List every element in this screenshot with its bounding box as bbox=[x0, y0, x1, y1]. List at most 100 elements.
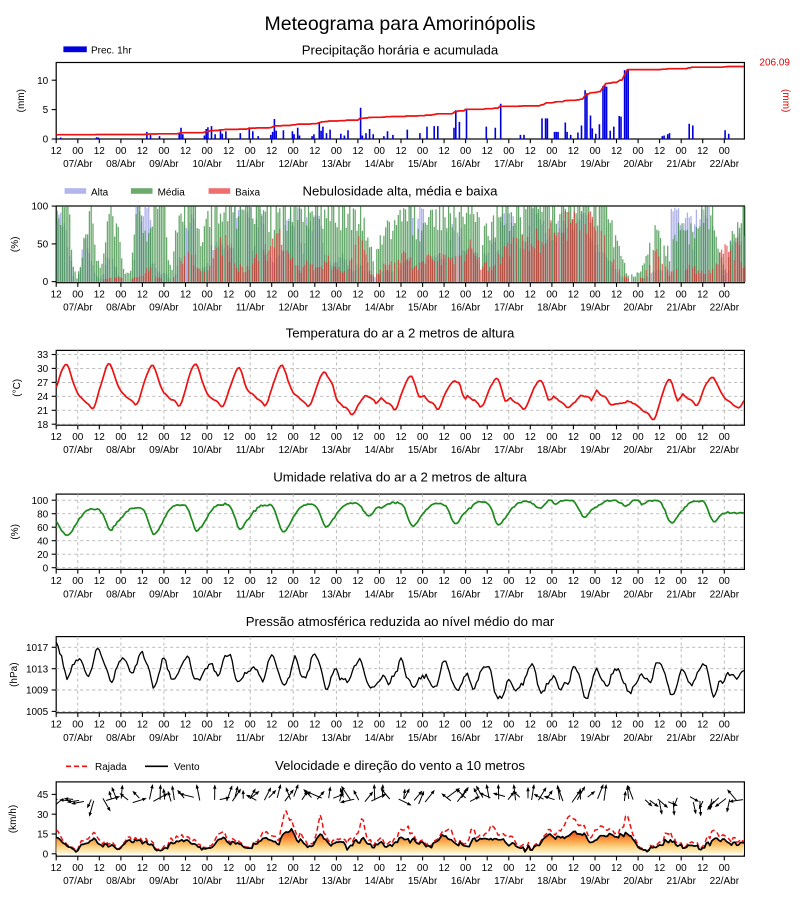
svg-text:12: 12 bbox=[439, 290, 451, 301]
svg-text:07/Abr: 07/Abr bbox=[63, 303, 93, 314]
svg-text:00: 00 bbox=[417, 432, 429, 443]
svg-text:00: 00 bbox=[503, 146, 515, 157]
svg-text:08/Abr: 08/Abr bbox=[106, 159, 136, 170]
svg-text:12: 12 bbox=[439, 146, 451, 157]
svg-text:12/Abr: 12/Abr bbox=[278, 159, 308, 170]
svg-text:00: 00 bbox=[72, 432, 84, 443]
svg-text:12: 12 bbox=[654, 863, 666, 874]
svg-text:18/Abr: 18/Abr bbox=[537, 733, 567, 744]
svg-text:00: 00 bbox=[589, 576, 601, 587]
svg-text:18/Abr: 18/Abr bbox=[537, 589, 567, 600]
svg-text:12: 12 bbox=[309, 720, 321, 731]
svg-text:00: 00 bbox=[245, 290, 257, 301]
svg-text:12: 12 bbox=[180, 146, 192, 157]
svg-text:00: 00 bbox=[115, 720, 127, 731]
svg-text:12: 12 bbox=[223, 290, 235, 301]
svg-text:00: 00 bbox=[546, 290, 558, 301]
svg-text:12: 12 bbox=[51, 146, 63, 157]
svg-text:00: 00 bbox=[719, 290, 731, 301]
svg-text:12: 12 bbox=[482, 576, 494, 587]
svg-text:00: 00 bbox=[374, 720, 386, 731]
svg-text:13/Abr: 13/Abr bbox=[322, 733, 352, 744]
svg-text:00: 00 bbox=[245, 720, 257, 731]
svg-text:60: 60 bbox=[37, 523, 49, 534]
svg-text:00: 00 bbox=[115, 146, 127, 157]
svg-text:00: 00 bbox=[589, 863, 601, 874]
svg-text:100: 100 bbox=[32, 496, 49, 507]
svg-text:20: 20 bbox=[37, 550, 49, 561]
svg-text:00: 00 bbox=[589, 290, 601, 301]
svg-text:00: 00 bbox=[546, 720, 558, 731]
svg-text:00: 00 bbox=[158, 290, 170, 301]
svg-text:Umidade relativa do ar a 2 met: Umidade relativa do ar a 2 metros de alt… bbox=[273, 470, 527, 485]
svg-text:00: 00 bbox=[676, 432, 688, 443]
svg-text:16/Abr: 16/Abr bbox=[451, 589, 481, 600]
svg-text:20/Abr: 20/Abr bbox=[623, 159, 653, 170]
svg-text:12: 12 bbox=[352, 146, 364, 157]
svg-text:17/Abr: 17/Abr bbox=[494, 303, 524, 314]
svg-text:12: 12 bbox=[654, 432, 666, 443]
svg-text:12: 12 bbox=[395, 290, 407, 301]
svg-text:00: 00 bbox=[115, 863, 127, 874]
svg-text:0: 0 bbox=[43, 277, 49, 288]
svg-text:12: 12 bbox=[525, 146, 537, 157]
svg-text:12: 12 bbox=[611, 146, 623, 157]
svg-text:00: 00 bbox=[460, 576, 472, 587]
svg-text:08/Abr: 08/Abr bbox=[106, 733, 136, 744]
svg-text:16/Abr: 16/Abr bbox=[451, 159, 481, 170]
svg-text:12: 12 bbox=[309, 146, 321, 157]
svg-text:19/Abr: 19/Abr bbox=[580, 159, 610, 170]
svg-text:12: 12 bbox=[137, 576, 149, 587]
svg-text:12: 12 bbox=[395, 863, 407, 874]
svg-text:00: 00 bbox=[158, 432, 170, 443]
svg-text:00: 00 bbox=[202, 720, 214, 731]
svg-text:(%): (%) bbox=[10, 237, 21, 253]
svg-text:00: 00 bbox=[72, 720, 84, 731]
svg-text:00: 00 bbox=[417, 720, 429, 731]
svg-text:33: 33 bbox=[37, 350, 49, 361]
svg-text:15/Abr: 15/Abr bbox=[408, 445, 438, 456]
svg-text:00: 00 bbox=[676, 576, 688, 587]
svg-text:00: 00 bbox=[374, 290, 386, 301]
svg-text:(hPa): (hPa) bbox=[9, 662, 20, 686]
svg-text:11/Abr: 11/Abr bbox=[236, 303, 265, 314]
svg-text:12: 12 bbox=[697, 432, 709, 443]
svg-text:00: 00 bbox=[245, 863, 257, 874]
svg-text:12: 12 bbox=[525, 290, 537, 301]
svg-text:00: 00 bbox=[288, 432, 300, 443]
svg-text:14/Abr: 14/Abr bbox=[365, 589, 395, 600]
svg-text:20/Abr: 20/Abr bbox=[623, 303, 653, 314]
svg-text:18/Abr: 18/Abr bbox=[537, 445, 567, 456]
svg-text:0: 0 bbox=[43, 849, 49, 860]
svg-text:13/Abr: 13/Abr bbox=[322, 589, 352, 600]
svg-text:50: 50 bbox=[37, 240, 49, 251]
svg-text:00: 00 bbox=[115, 576, 127, 587]
svg-text:00: 00 bbox=[417, 576, 429, 587]
svg-text:09/Abr: 09/Abr bbox=[149, 159, 179, 170]
svg-text:12/Abr: 12/Abr bbox=[278, 876, 308, 887]
svg-text:12: 12 bbox=[611, 863, 623, 874]
svg-text:00: 00 bbox=[719, 863, 731, 874]
svg-text:12: 12 bbox=[180, 432, 192, 443]
svg-text:12: 12 bbox=[223, 432, 235, 443]
svg-text:12/Abr: 12/Abr bbox=[278, 445, 308, 456]
svg-text:00: 00 bbox=[202, 146, 214, 157]
svg-text:12: 12 bbox=[180, 720, 192, 731]
svg-text:07/Abr: 07/Abr bbox=[63, 589, 93, 600]
svg-text:12: 12 bbox=[568, 720, 580, 731]
svg-text:Nebulosidade alta, média e bai: Nebulosidade alta, média e baixa bbox=[302, 184, 498, 199]
svg-text:00: 00 bbox=[72, 863, 84, 874]
svg-text:00: 00 bbox=[460, 720, 472, 731]
svg-text:Alta: Alta bbox=[91, 187, 109, 198]
svg-text:22/Abr: 22/Abr bbox=[710, 159, 740, 170]
svg-text:Velocidade e direção do vento: Velocidade e direção do vento a 10 metro… bbox=[275, 758, 525, 773]
svg-text:12: 12 bbox=[266, 146, 278, 157]
svg-text:12: 12 bbox=[266, 576, 278, 587]
svg-text:00: 00 bbox=[676, 863, 688, 874]
svg-text:Meteograma para Amorinópolis: Meteograma para Amorinópolis bbox=[265, 13, 536, 35]
svg-text:12: 12 bbox=[568, 146, 580, 157]
svg-text:17/Abr: 17/Abr bbox=[494, 445, 524, 456]
svg-text:0: 0 bbox=[43, 135, 49, 146]
svg-text:Precipitação horária e acumula: Precipitação horária e acumulada bbox=[302, 43, 499, 58]
svg-text:27: 27 bbox=[37, 378, 49, 389]
